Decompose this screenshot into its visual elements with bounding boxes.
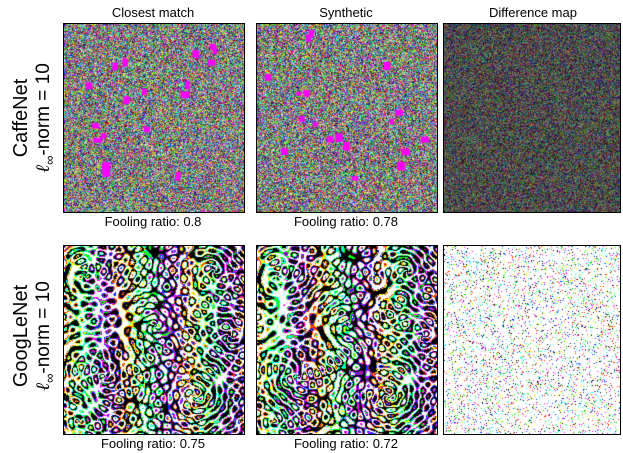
column-title-closest-match: Closest match xyxy=(111,5,195,20)
network-name: CaffeNet xyxy=(10,78,32,158)
perturbation-image-closest-caffenet xyxy=(63,23,245,213)
perturbation-image-synthetic-googlenet xyxy=(256,245,438,435)
column-title-synthetic: Synthetic xyxy=(319,5,373,20)
perturbation-image-synthetic-caffenet xyxy=(256,23,438,213)
fooling-ratio-caption: Fooling ratio: 0.72 xyxy=(293,436,399,451)
fooling-ratio-caption: Fooling ratio: 0.75 xyxy=(100,436,206,451)
fooling-ratio-caption: Fooling ratio: 0.78 xyxy=(293,214,399,229)
perturbation-image-closest-googlenet xyxy=(63,245,245,435)
row-label-caffenet: CaffeNet ℓ∞-norm = 10 xyxy=(10,23,57,213)
difference-map-googlenet xyxy=(443,245,621,435)
norm-label: ℓ∞-norm = 10 xyxy=(32,63,57,173)
fooling-ratio-caption: Fooling ratio: 0.8 xyxy=(104,214,202,229)
difference-map-caffenet xyxy=(443,23,621,213)
network-name: GoogLeNet xyxy=(10,284,32,388)
column-title-difference-map: Difference map xyxy=(489,5,577,20)
row-label-googlenet: GoogLeNet ℓ∞-norm = 10 xyxy=(10,241,57,431)
norm-label: ℓ∞-norm = 10 xyxy=(32,281,57,391)
